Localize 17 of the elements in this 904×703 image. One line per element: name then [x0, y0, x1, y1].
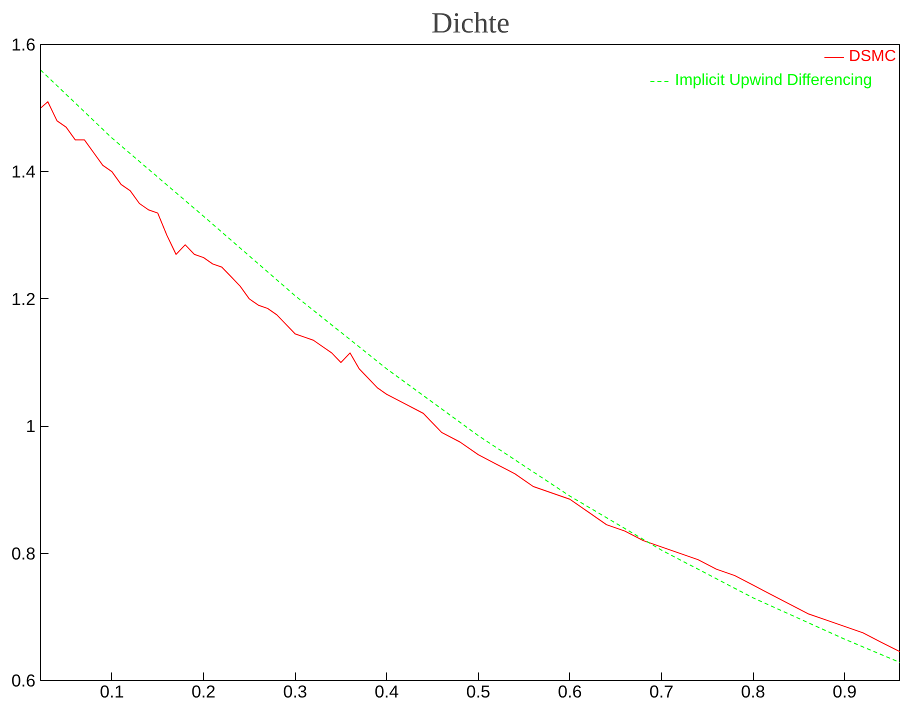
x-tick-label: 0.9 [832, 682, 857, 702]
y-tick-label: 0.8 [11, 543, 36, 564]
y-tick-label: 1.6 [11, 34, 36, 54]
legend-label: Implicit Upwind Differencing [674, 72, 872, 90]
y-tick-label: 1 [26, 416, 36, 436]
x-tick-label: 0.8 [741, 682, 766, 702]
y-tick-label: 1.2 [11, 288, 36, 309]
chart-title: Dichte [431, 8, 510, 40]
legend-label: DSMC [848, 48, 896, 66]
x-tick-label: 0.3 [283, 682, 308, 702]
y-tick-label: 1.4 [11, 162, 36, 182]
x-tick-label: 0.6 [558, 682, 582, 702]
x-tick-label: 0.4 [374, 682, 400, 702]
x-tick-label: 0.7 [649, 682, 674, 702]
x-tick-label: 0.5 [466, 682, 490, 702]
x-tick-label: 0.1 [100, 682, 124, 702]
x-tick-label: 0.2 [191, 682, 216, 702]
